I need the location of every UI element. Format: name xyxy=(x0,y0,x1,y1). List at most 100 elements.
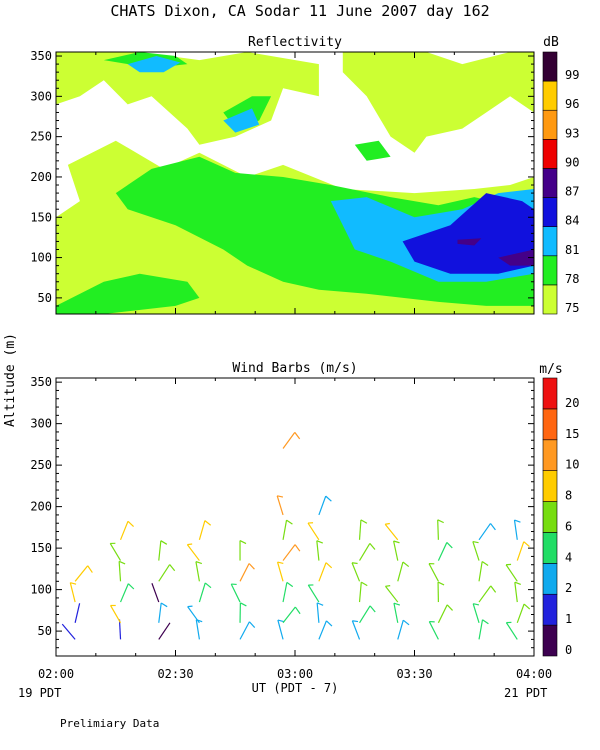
colorbar-swatch xyxy=(542,377,558,410)
reflectivity-axes: 50 100 150 200 250 300 350 xyxy=(30,49,535,315)
wind-barb xyxy=(359,543,376,561)
colorbar-label: 1 xyxy=(565,612,572,626)
colorbar-label: 2 xyxy=(565,581,572,595)
wind-barb xyxy=(198,582,212,603)
windbarb-frame xyxy=(55,377,535,657)
wind-barb xyxy=(393,540,400,561)
wind-barb xyxy=(437,519,444,540)
wind-barb xyxy=(277,619,284,640)
reflectivity-region xyxy=(127,56,181,73)
wind-barb xyxy=(282,431,301,449)
wind-barb xyxy=(513,519,521,540)
wind-barb xyxy=(158,540,168,561)
colorbar-label: 78 xyxy=(565,272,579,286)
colorbar-label: 20 xyxy=(565,396,579,410)
wind-barb xyxy=(397,561,410,582)
wind-barb xyxy=(516,541,530,561)
wind-barb xyxy=(397,619,410,640)
y-tick-label: 50 xyxy=(38,624,52,638)
wind-barb xyxy=(198,520,212,540)
colorbar-label: 0 xyxy=(565,643,572,657)
wind-barb xyxy=(316,602,324,623)
y-tick-label: 300 xyxy=(30,417,52,431)
wind-barb xyxy=(276,561,284,582)
wind-barb xyxy=(158,602,168,623)
wind-barb xyxy=(351,620,361,640)
wind-barb xyxy=(318,620,333,640)
colorbar-label: 6 xyxy=(565,519,572,533)
colorbar-label: 84 xyxy=(565,214,579,228)
wind-barb xyxy=(74,565,93,582)
colorbar-swatch xyxy=(542,501,558,533)
colorbar-label: 87 xyxy=(565,185,579,199)
wind-barb xyxy=(472,540,480,561)
reflectivity-region xyxy=(56,273,200,314)
wind-barb xyxy=(276,495,284,516)
left-pdt-note: 19 PDT xyxy=(18,686,61,700)
y-axis-label: Altitude (m) xyxy=(3,333,18,427)
wind-barb xyxy=(359,605,376,624)
wind-barb xyxy=(505,621,518,640)
wind-barb xyxy=(69,582,77,603)
wind-barb xyxy=(239,563,255,582)
wind-barb xyxy=(118,619,122,640)
colorbar-swatch xyxy=(542,563,558,595)
wind-barb xyxy=(239,540,247,561)
x-tick-label: 03:00 xyxy=(277,667,313,681)
wind-barb xyxy=(428,563,439,582)
wind-barb xyxy=(158,622,171,640)
y-tick-label: 100 xyxy=(30,251,52,265)
colorbar-swatch xyxy=(542,255,558,286)
wind-barb xyxy=(478,585,497,603)
colorbar-swatch xyxy=(542,51,558,82)
wind-barb xyxy=(478,523,496,541)
wind-barb xyxy=(195,561,203,582)
y-tick-label: 250 xyxy=(30,130,52,144)
wind-barb xyxy=(318,562,333,582)
colorbar-label: 90 xyxy=(565,155,579,169)
windbarb-title: Wind Barbs (m/s) xyxy=(232,361,357,376)
colorbar-swatch xyxy=(542,226,558,257)
wind-barb xyxy=(109,542,122,561)
wind-barb xyxy=(307,522,320,541)
figure-title: CHATS Dixon, CA Sodar 11 June 2007 day 1… xyxy=(110,2,489,20)
wind-barb xyxy=(437,581,445,603)
wind-barb xyxy=(282,544,301,561)
reflectivity-region xyxy=(223,108,260,133)
colorbar-swatch xyxy=(542,624,558,657)
colorbar-swatch xyxy=(542,80,558,111)
colorbar-swatch xyxy=(542,139,558,169)
colorbar-label: 81 xyxy=(565,243,579,257)
wind-barb xyxy=(158,564,176,582)
preliminary-note: Prelimiary Data xyxy=(60,717,159,730)
colorbar-label: 4 xyxy=(565,550,572,564)
reflectivity-colorbar: 75 78 81 84 87 90 93 96 99 xyxy=(542,51,579,315)
windbarb-colorbar: 0 1 2 4 6 8 10 15 20 xyxy=(542,377,579,657)
wind-barb xyxy=(437,542,453,561)
wind-barb xyxy=(118,560,126,582)
wind-barb xyxy=(393,602,401,623)
wind-barb xyxy=(505,563,518,582)
reflectivity-region xyxy=(354,140,391,161)
wind-barb xyxy=(239,621,256,640)
right-pdt-note: 21 PDT xyxy=(504,686,547,700)
y-tick-label: 350 xyxy=(30,49,52,63)
wind-barb xyxy=(358,519,368,540)
colorbar-swatch xyxy=(542,439,558,471)
wind-barb xyxy=(384,522,399,541)
colorbar-label: 15 xyxy=(565,427,579,441)
wind-barb xyxy=(351,562,361,582)
y-tick-label: 150 xyxy=(30,210,52,224)
wind-barb xyxy=(119,583,135,603)
y-tick-label: 50 xyxy=(38,291,52,305)
wind-barb xyxy=(428,620,439,640)
windbarb-panel: Wind Barbs (m/s) 02:00 02:30 03:00 03:30 04:… xyxy=(30,361,579,681)
colorbar-swatch xyxy=(542,470,558,502)
colorbar-label: 96 xyxy=(565,97,579,111)
wind-barb xyxy=(514,581,522,603)
colorbar-label: 99 xyxy=(565,68,579,82)
colorbar-swatch xyxy=(542,197,558,227)
x-tick-label: 04:00 xyxy=(516,667,552,681)
wind-barb xyxy=(316,540,323,561)
